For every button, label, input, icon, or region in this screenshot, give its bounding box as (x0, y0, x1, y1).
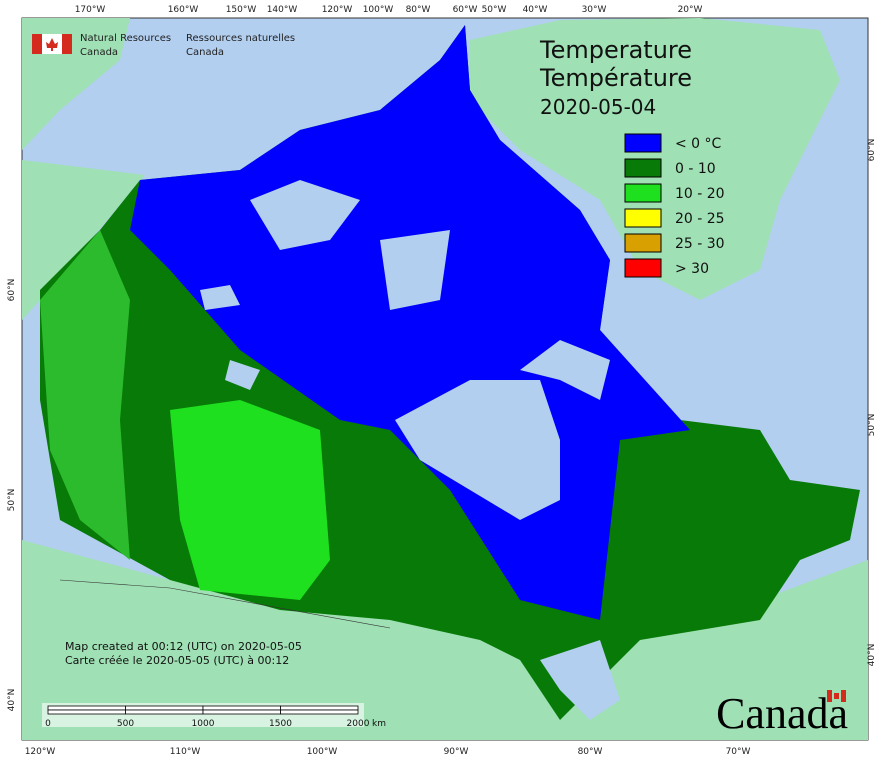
title-en: Temperature (539, 36, 692, 64)
agency-fr: Ressources naturelles (186, 33, 295, 44)
legend-swatch (624, 133, 662, 153)
scale-unit: km (372, 719, 386, 729)
scale-label: 1500 (269, 719, 292, 729)
legend-swatch (624, 233, 662, 253)
graticule-top: 30°W (582, 5, 607, 15)
graticule-top: 120°W (322, 5, 353, 15)
wordmark-flag (841, 690, 846, 702)
graticule-top: 100°W (363, 5, 394, 15)
scale-segment (47, 705, 126, 711)
graticule-top: 50°W (482, 5, 507, 15)
hudson-bay (395, 380, 560, 520)
scale-label: 0 (45, 719, 51, 729)
graticule-right: 40°N (867, 644, 877, 667)
graticule-bottom: 90°W (444, 747, 469, 757)
legend-label: > 30 (675, 261, 709, 277)
agency-en: Natural Resources (80, 33, 171, 44)
legend-label: < 0 °C (675, 136, 722, 152)
maple-leaf (46, 38, 58, 51)
scale-segment (202, 709, 281, 715)
graticule-left: 60°N (7, 279, 17, 302)
graticule-top: 20°W (678, 5, 703, 15)
graticule-bottom: 100°W (307, 747, 338, 757)
legend-label: 10 - 20 (675, 186, 725, 202)
graticule-bottom: 70°W (726, 747, 751, 757)
prairies-warm (170, 400, 330, 600)
graticule-top: 40°W (523, 5, 548, 15)
scale-label: 2000 (347, 719, 370, 729)
country-en: Canada (80, 47, 118, 58)
legend: < 0 °C 0 - 10 10 - 20 20 - 25 25 - 30 > 30 (624, 133, 725, 278)
title-date: 2020-05-04 (540, 95, 656, 119)
graticule-bottom: 120°W (25, 747, 56, 757)
legend-swatch (624, 208, 662, 228)
scale-bar: 0 500 1000 1500 2000 km (42, 703, 386, 729)
graticule-top: 60°W (453, 5, 478, 15)
legend-swatch (624, 158, 662, 178)
lakes (200, 285, 260, 390)
graticule: 170°W 160°W 150°W 140°W 120°W 100°W 80°W 60°W 50… (7, 5, 877, 757)
wordmark: Canada (716, 689, 848, 738)
graticule-right: 60°N (867, 139, 877, 162)
credit-en: Map created at 00:12 (UTC) on 2020-05-05 (65, 640, 302, 653)
legend-swatch (624, 258, 662, 278)
hudson-strait (520, 340, 610, 400)
channels (250, 180, 450, 310)
credit-fr: Carte créée le 2020-05-05 (UTC) à 00:12 (65, 654, 289, 667)
great-lakes (540, 640, 620, 720)
graticule-top: 160°W (168, 5, 199, 15)
scale-segment (125, 705, 204, 711)
graticule-bottom: 110°W (170, 747, 201, 757)
legend-swatch (624, 183, 662, 203)
scale-segment (280, 705, 359, 711)
usa (22, 540, 868, 740)
wordmark-flag (827, 690, 832, 702)
graticule-left: 40°N (7, 689, 17, 712)
flag-bar (32, 34, 42, 54)
graticule-top: 140°W (267, 5, 298, 15)
graticule-top: 80°W (406, 5, 431, 15)
title-fr: Température (539, 64, 692, 92)
coast-warm (40, 230, 130, 560)
scale-segment (280, 709, 359, 715)
wordmark-flag (834, 693, 839, 699)
legend-label: 25 - 30 (675, 236, 725, 252)
graticule-bottom: 80°W (578, 747, 603, 757)
scale-label: 500 (117, 719, 134, 729)
scale-segment (202, 705, 281, 711)
legend-label: 0 - 10 (675, 161, 716, 177)
map-frame (21, 17, 869, 741)
border-line (59, 579, 391, 629)
flag-bar (62, 34, 72, 54)
graticule-top: 170°W (75, 5, 106, 15)
scale-label: 1000 (192, 719, 215, 729)
scale-segment (47, 709, 126, 715)
legend-label: 20 - 25 (675, 211, 725, 227)
scale-segment (125, 709, 204, 715)
graticule-left: 50°N (7, 489, 17, 512)
graticule-right: 50°N (867, 414, 877, 437)
graticule-top: 150°W (226, 5, 257, 15)
country-fr: Canada (186, 47, 224, 58)
